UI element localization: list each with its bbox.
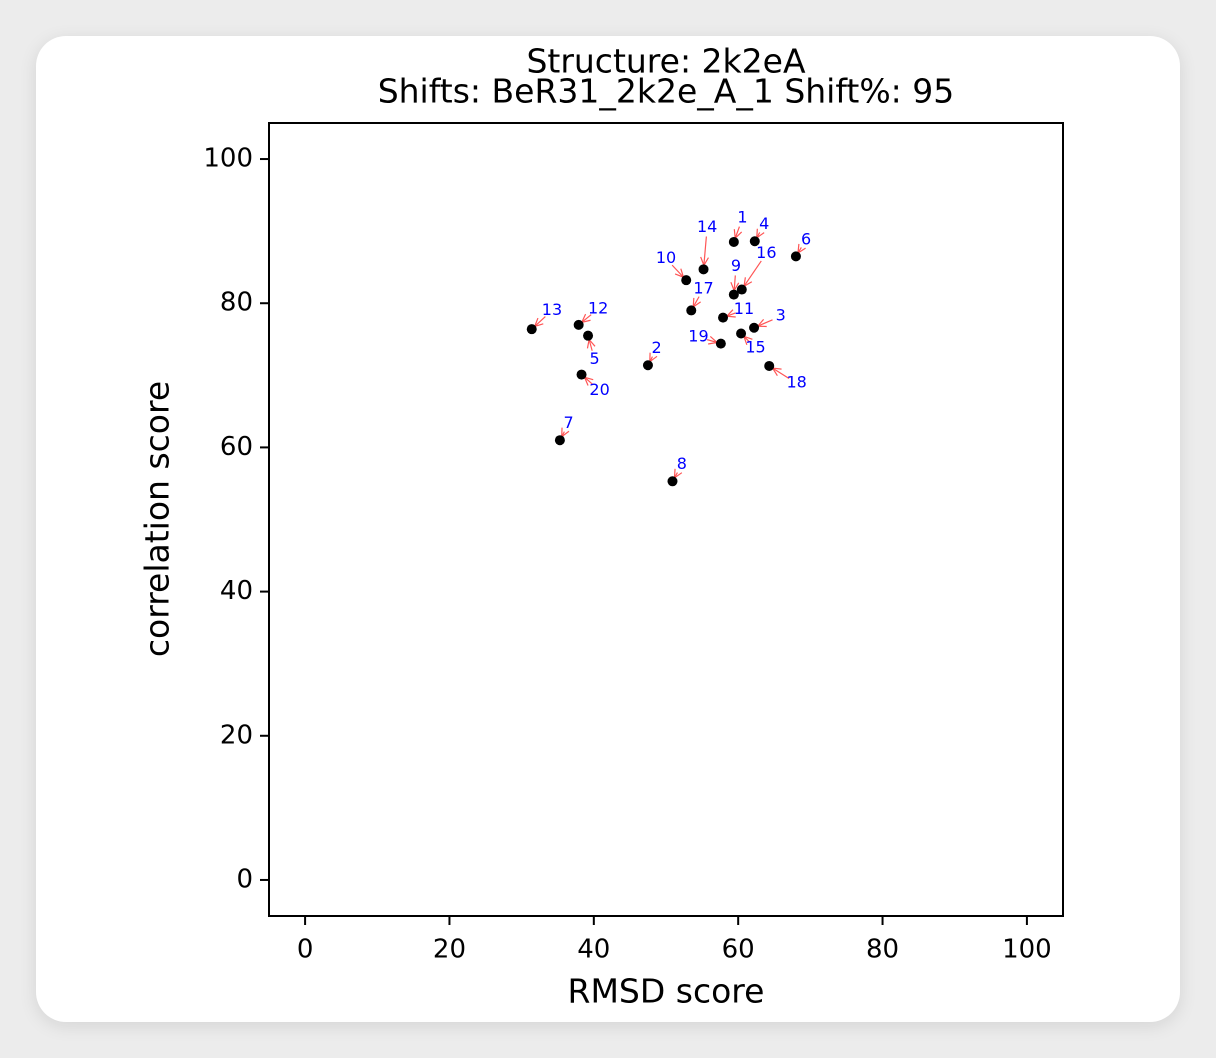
point-arrow <box>671 264 684 278</box>
scatter-point <box>728 236 739 247</box>
point-arrow <box>584 376 594 385</box>
x-tick-label: 0 <box>297 935 314 965</box>
point-label: 9 <box>731 256 741 275</box>
y-axis-label: correlation score <box>138 381 177 657</box>
point-label: 14 <box>697 217 717 236</box>
x-axis-label: RMSD score <box>568 972 765 1011</box>
y-tick-label: 100 <box>203 144 253 174</box>
scatter-point <box>728 289 739 300</box>
x-tick-label: 60 <box>722 935 755 965</box>
point-arrow <box>703 236 707 266</box>
point-arrow <box>706 339 718 344</box>
scatter-point <box>715 338 726 349</box>
scatter-point <box>576 369 587 380</box>
scatter-point <box>749 322 760 333</box>
arrow-head <box>743 277 753 288</box>
scatter-point <box>667 476 678 487</box>
y-tick-label: 0 <box>236 864 253 894</box>
point-label: 11 <box>734 299 754 318</box>
scatter-point <box>526 324 537 335</box>
y-axis-ticks: 0 20 40 60 80 100 <box>203 144 269 894</box>
scatter-point <box>583 330 594 341</box>
scatter-point <box>554 435 565 446</box>
x-tick-label: 20 <box>433 935 466 965</box>
point-arrow <box>692 296 700 308</box>
point-arrow <box>534 316 546 327</box>
scatter-point <box>698 264 709 275</box>
x-tick-label: 100 <box>1002 935 1052 965</box>
scatter-point <box>790 251 801 262</box>
point-arrow <box>772 367 790 379</box>
x-tick-label: 80 <box>866 935 899 965</box>
chart-card: Structure: 2k2eA Shifts: BeR31_2k2e_A_1 … <box>36 36 1180 1022</box>
scatter-point <box>736 284 747 295</box>
x-axis-ticks: 0 20 40 60 80 100 <box>297 916 1052 965</box>
scatter-point <box>718 312 729 323</box>
point-label: 8 <box>677 454 687 473</box>
point-label: 12 <box>588 298 608 317</box>
chart-subtitle: Shifts: BeR31_2k2e_A_1 Shift%: 95 <box>378 72 955 111</box>
scatter-point <box>573 319 584 330</box>
point-arrow <box>734 226 740 239</box>
plot-frame <box>268 122 1064 917</box>
point-label: 17 <box>693 278 713 297</box>
point-label: 18 <box>786 373 806 392</box>
point-arrow <box>733 275 736 291</box>
point-label: 1 <box>737 208 747 227</box>
scatter-point <box>686 305 697 316</box>
scatter-point <box>736 328 747 339</box>
point-label: 16 <box>756 243 776 262</box>
point-label: 5 <box>589 349 599 368</box>
point-label: 6 <box>801 229 811 248</box>
point-arrow <box>588 339 593 351</box>
point-arrow <box>757 319 773 327</box>
x-tick-label: 40 <box>577 935 610 965</box>
scatter-point <box>764 360 775 371</box>
point-label: 3 <box>776 306 786 325</box>
y-tick-label: 60 <box>220 432 253 462</box>
arrow-head <box>771 367 782 377</box>
point-label: 20 <box>589 380 609 399</box>
y-tick-label: 80 <box>220 288 253 318</box>
chart-title: Structure: 2k2eA <box>526 42 806 81</box>
point-label: 13 <box>542 300 562 319</box>
scatter-point <box>681 275 692 286</box>
point-arrow <box>743 260 762 287</box>
point-arrow <box>726 312 736 317</box>
scatter-point <box>642 360 653 371</box>
scatter-point <box>749 236 760 247</box>
point-label: 19 <box>688 327 708 346</box>
point-label: 2 <box>652 338 662 357</box>
point-arrow <box>581 314 592 323</box>
point-label: 4 <box>759 214 769 233</box>
point-label: 15 <box>745 337 765 356</box>
data-points <box>526 236 801 487</box>
point-label: 7 <box>563 413 573 432</box>
point-label: 10 <box>656 248 676 267</box>
y-tick-label: 20 <box>220 720 253 750</box>
scatter-chart: Structure: 2k2eA Shifts: BeR31_2k2e_A_1 … <box>138 42 1064 1011</box>
y-tick-label: 40 <box>220 576 253 606</box>
